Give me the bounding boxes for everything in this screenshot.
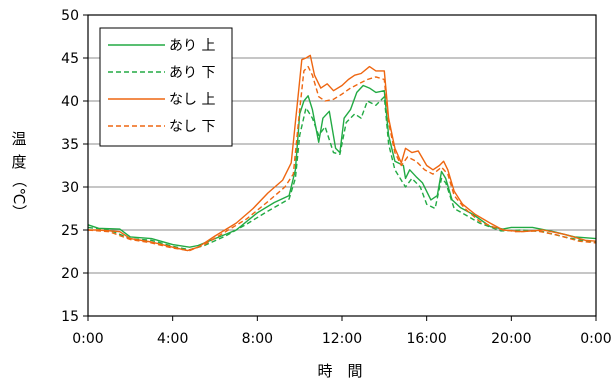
y-axis-ticks: 15 20 25 30 35 40 45 50 xyxy=(61,8,88,325)
x-axis-ticks: 0:00 4:00 8:00 12:00 16:00 20:00 0:00 xyxy=(72,316,612,347)
y-tick-label: 15 xyxy=(61,309,79,325)
x-tick-label: 8:00 xyxy=(242,331,273,347)
y-tick-label: 20 xyxy=(61,266,79,282)
legend-box xyxy=(99,27,233,147)
x-tick-label: 20:00 xyxy=(491,331,531,347)
x-tick-label: 0:00 xyxy=(72,331,103,347)
series-line-3 xyxy=(88,54,597,252)
y-axis-title: 温 度 （℃） xyxy=(10,130,28,219)
x-tick-label: 0:00 xyxy=(580,331,611,347)
legend-label-1: あり 上 xyxy=(169,38,215,54)
x-tick-label: 12:00 xyxy=(322,331,362,347)
legend: あり 上あり 下なし 上なし 下 xyxy=(99,27,233,147)
series-line-1 xyxy=(87,84,597,248)
legend-label-3: なし 上 xyxy=(169,92,215,108)
legend-label-2: あり 下 xyxy=(169,65,215,81)
series-layer xyxy=(87,54,597,252)
y-tick-label: 50 xyxy=(61,8,79,24)
y-tick-label: 35 xyxy=(61,137,79,153)
series-line-4 xyxy=(87,65,597,252)
x-tick-label: 16:00 xyxy=(406,331,446,347)
y-tick-label: 40 xyxy=(61,94,79,110)
x-axis-title: 時 間 xyxy=(317,362,362,380)
y-axis-title-char-1: 温 xyxy=(11,130,26,148)
series-line-2 xyxy=(87,96,597,251)
y-axis-title-unit: （℃） xyxy=(10,173,28,220)
y-tick-label: 30 xyxy=(61,180,79,196)
y-tick-label: 45 xyxy=(61,51,79,67)
y-axis-title-char-2: 度 xyxy=(11,153,26,171)
legend-label-4: なし 下 xyxy=(169,119,215,135)
x-tick-label: 4:00 xyxy=(157,331,188,347)
y-tick-label: 25 xyxy=(61,223,79,239)
